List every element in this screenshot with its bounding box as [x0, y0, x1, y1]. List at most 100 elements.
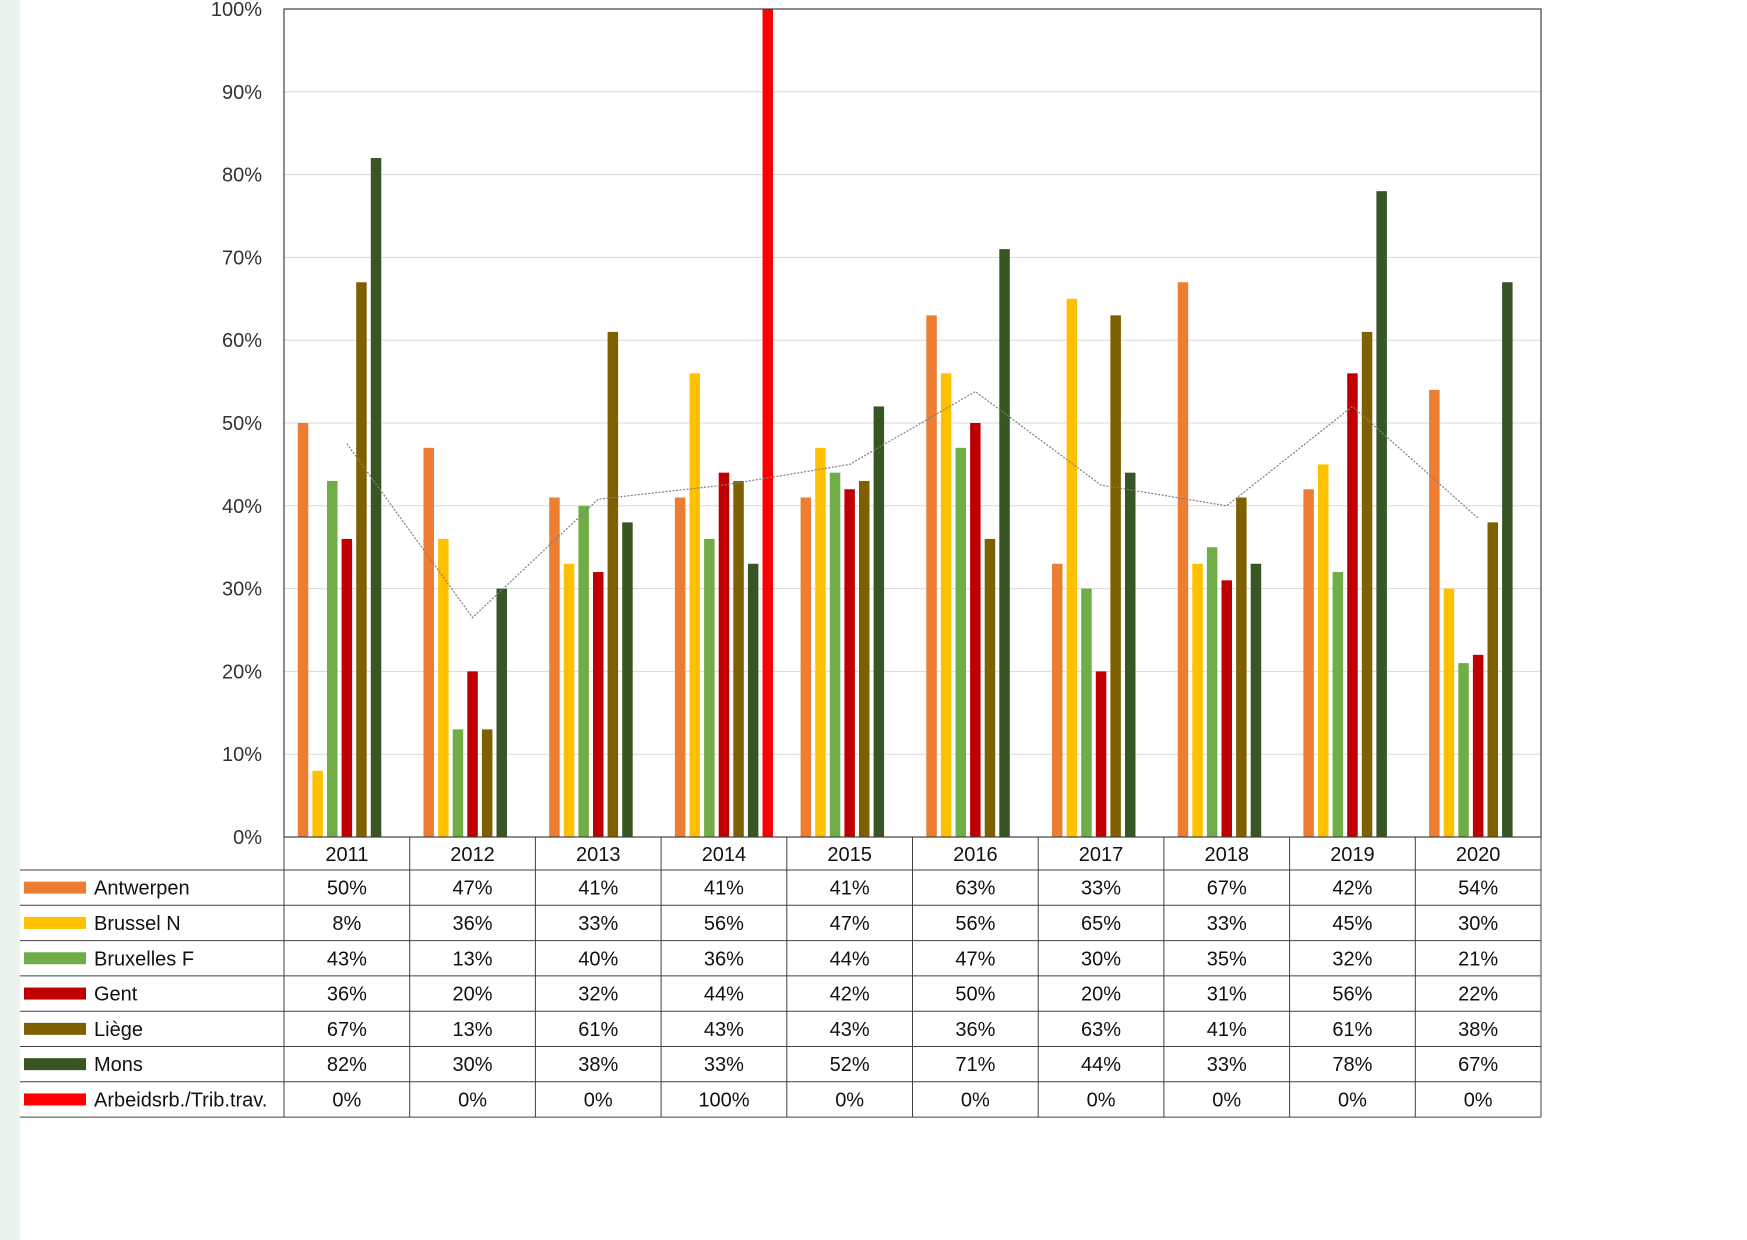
- data-label: 63%: [1081, 1019, 1121, 1041]
- legend-key: [24, 1058, 86, 1071]
- bar: [829, 472, 841, 837]
- data-label: 47%: [830, 913, 870, 935]
- y-axis: 0% 10% 20% 30% 40% 50% 60% 70% 80% 90% 100%: [211, 0, 262, 849]
- bar: [467, 671, 478, 837]
- legend-key: [24, 916, 86, 929]
- data-label: 0%: [584, 1089, 613, 1111]
- bar: [1081, 588, 1092, 837]
- legend-key: [24, 952, 86, 965]
- bar: [578, 505, 589, 837]
- bar: [873, 406, 885, 837]
- bar: [1052, 563, 1063, 837]
- data-label: 0%: [961, 1089, 990, 1111]
- y-tick-label: 90%: [222, 82, 262, 104]
- x-tick-label: 2019: [1330, 844, 1375, 866]
- legend-label: Liège: [94, 1019, 143, 1041]
- data-label: 52%: [830, 1054, 870, 1076]
- x-tick-label: 2016: [953, 844, 998, 866]
- data-label: 33%: [578, 913, 618, 935]
- x-tick-label: 2020: [1456, 844, 1501, 866]
- legend-key: [24, 881, 86, 894]
- y-tick-label: 70%: [222, 247, 262, 269]
- bar: [481, 729, 493, 837]
- bar: [549, 497, 560, 837]
- data-label: 47%: [453, 878, 493, 900]
- bar: [341, 538, 353, 837]
- x-tick-label: 2017: [1079, 844, 1124, 866]
- bar: [622, 522, 633, 837]
- x-tick-label: 2013: [576, 844, 621, 866]
- data-label: 67%: [1458, 1054, 1498, 1076]
- legend-label: Arbeidsrb./Trib.trav.: [94, 1089, 267, 1111]
- data-label: 20%: [1081, 984, 1121, 1006]
- bar: [940, 373, 952, 837]
- data-label: 41%: [578, 878, 618, 900]
- y-tick-label: 50%: [222, 413, 262, 435]
- bar: [800, 497, 812, 837]
- bar: [1318, 464, 1329, 837]
- x-tick-label: 2015: [827, 844, 872, 866]
- bar: [1429, 389, 1440, 837]
- data-label: 30%: [1081, 948, 1121, 970]
- data-label: 33%: [1207, 1054, 1247, 1076]
- legend-key: [24, 1022, 86, 1035]
- data-label: 36%: [327, 984, 367, 1006]
- data-label: 100%: [698, 1089, 749, 1111]
- bar: [1376, 191, 1387, 837]
- bar: [327, 480, 338, 837]
- data-label: 8%: [332, 913, 361, 935]
- data-label: 63%: [955, 878, 995, 900]
- legend-label: Bruxelles F: [94, 948, 194, 970]
- bar: [1110, 315, 1121, 837]
- y-tick-label: 100%: [211, 0, 262, 21]
- data-label: 13%: [453, 948, 493, 970]
- bar: [1347, 373, 1358, 837]
- data-label: 61%: [578, 1019, 618, 1041]
- bar: [1332, 572, 1344, 837]
- data-label: 36%: [704, 948, 744, 970]
- bars: [297, 9, 1513, 838]
- data-label: 67%: [1207, 878, 1247, 900]
- y-tick-label: 10%: [222, 744, 262, 766]
- bar-chart: 0%10%20%30%40%50%60%70%80%90%100% 2011 20…: [20, 0, 1542, 1118]
- x-tick-label: 2012: [450, 844, 495, 866]
- legend-label: Gent: [94, 984, 138, 1006]
- legend-label: Brussel N: [94, 913, 181, 935]
- bar: [762, 9, 773, 837]
- bar: [1361, 331, 1373, 837]
- bar: [1250, 563, 1262, 837]
- bar: [815, 447, 826, 837]
- data-label: 0%: [1087, 1089, 1116, 1111]
- data-label: 0%: [1212, 1089, 1241, 1111]
- x-tick-label: 2018: [1205, 844, 1250, 866]
- data-label: 0%: [835, 1089, 864, 1111]
- bar: [1221, 580, 1232, 837]
- data-label: 56%: [1332, 984, 1372, 1006]
- bar: [1236, 497, 1247, 837]
- data-label: 45%: [1332, 913, 1372, 935]
- bar: [297, 423, 309, 837]
- data-label: 82%: [327, 1054, 367, 1076]
- data-label: 56%: [955, 913, 995, 935]
- bar: [593, 572, 604, 837]
- data-label: 44%: [830, 948, 870, 970]
- bar: [718, 472, 730, 837]
- y-tick-label: 30%: [222, 579, 262, 601]
- bar: [859, 480, 870, 837]
- y-tick-label: 60%: [222, 330, 262, 352]
- data-label: 41%: [704, 878, 744, 900]
- bar: [452, 729, 464, 837]
- bar: [607, 331, 619, 837]
- data-label: 38%: [578, 1054, 618, 1076]
- bar: [1177, 282, 1189, 837]
- bar: [955, 447, 966, 837]
- data-label: 32%: [1332, 948, 1372, 970]
- legend-label: Antwerpen: [94, 878, 190, 900]
- data-label: 22%: [1458, 984, 1498, 1006]
- data-label: 33%: [1081, 878, 1121, 900]
- data-label: 33%: [704, 1054, 744, 1076]
- bar: [674, 497, 686, 837]
- data-label: 61%: [1332, 1019, 1372, 1041]
- data-table: 2011 2012 2013 2014 2015 2016 2017 2018 2019 2020…: [20, 837, 1542, 1118]
- data-label: 43%: [830, 1019, 870, 1041]
